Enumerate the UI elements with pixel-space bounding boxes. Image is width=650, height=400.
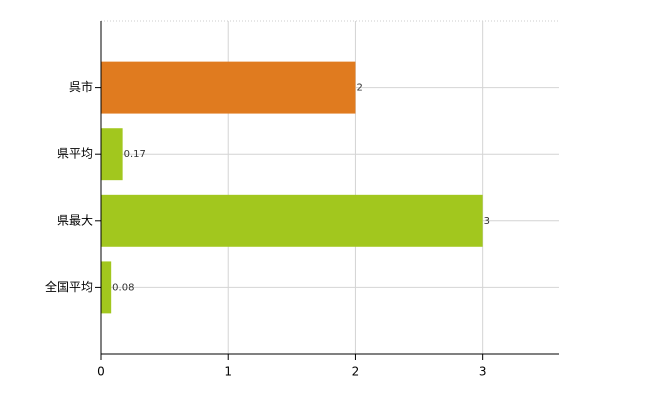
x-tick-label: 2 <box>352 365 360 379</box>
y-tick-label: 呉市 <box>69 79 93 94</box>
value-label: 0.17 <box>124 149 146 160</box>
value-label: 2 <box>356 83 362 94</box>
value-label: 0.08 <box>112 282 134 293</box>
bar <box>101 128 123 181</box>
bar <box>101 194 483 247</box>
y-tick-label: 県平均 <box>57 147 93 161</box>
y-tick-label: 県最大 <box>57 213 93 227</box>
bar <box>101 61 356 114</box>
y-tick-label: 全国平均 <box>45 279 93 294</box>
value-label: 3 <box>484 216 490 227</box>
x-tick-label: 1 <box>224 365 232 379</box>
x-tick-label: 0 <box>97 365 105 379</box>
x-tick-label: 3 <box>479 365 487 379</box>
bar <box>101 261 112 314</box>
